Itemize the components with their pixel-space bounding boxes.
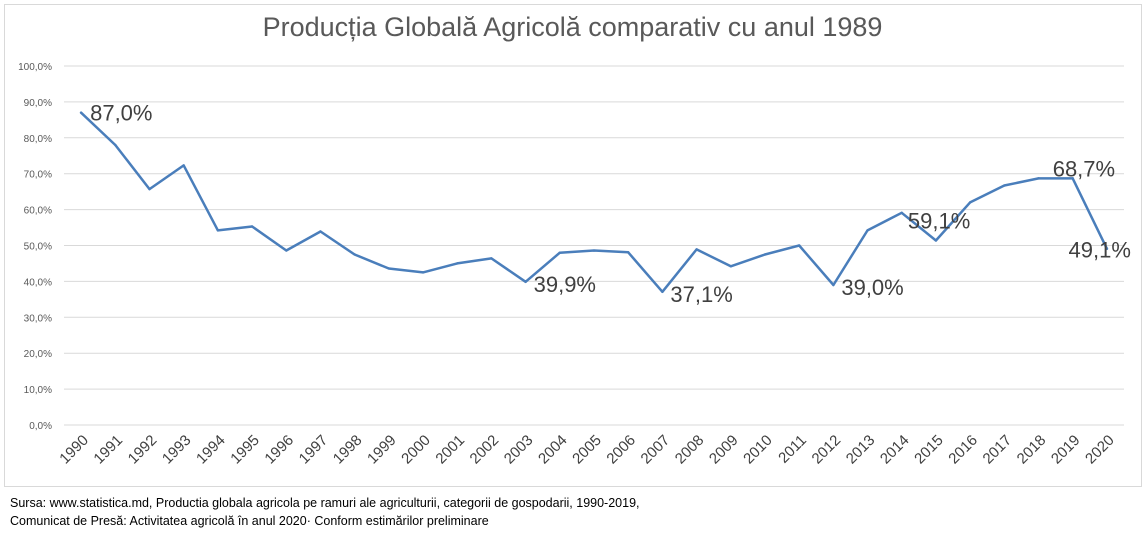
- data-point: [1003, 184, 1006, 187]
- data-point: [592, 249, 596, 252]
- source-note: Sursa: www.statistica.md, Productia glob…: [10, 494, 640, 530]
- data-label: 59,1%: [908, 208, 970, 233]
- chart-title: Producția Globală Agricolă comparativ cu…: [262, 12, 883, 42]
- x-tick-label: 2008: [672, 432, 708, 468]
- x-tick-label: 2016: [945, 432, 981, 468]
- data-point: [661, 290, 664, 294]
- data-point: [216, 229, 220, 232]
- data-label: 39,0%: [841, 275, 903, 300]
- data-point: [490, 257, 493, 260]
- series-line: [79, 111, 1109, 294]
- data-point: [797, 244, 801, 247]
- source-line-2: Comunicat de Presă: Activitatea agricolă…: [10, 514, 489, 528]
- y-tick-label: 100,0%: [18, 62, 52, 73]
- line-chart: 0,0% 10,0% 20,0% 30,0% 40,0% 50,0% 60,0% 70,0% 8…: [18, 62, 1131, 468]
- x-tick-label: 2012: [809, 432, 845, 468]
- y-tick-label: 60,0%: [24, 206, 52, 217]
- x-tick-label: 2014: [877, 432, 913, 468]
- data-label: 37,1%: [670, 282, 732, 307]
- data-point: [763, 253, 767, 256]
- x-tick-label: 2009: [706, 432, 742, 468]
- data-point: [968, 201, 972, 204]
- data-label: 39,9%: [534, 272, 596, 297]
- x-tick-label: 1993: [159, 432, 195, 468]
- data-point: [319, 230, 322, 233]
- data-point: [148, 187, 151, 191]
- x-tick-label: 2000: [398, 432, 434, 468]
- y-tick-label: 0,0%: [29, 421, 52, 432]
- data-point: [387, 267, 391, 270]
- x-tick-label: 2013: [843, 432, 879, 468]
- data-point: [285, 249, 288, 252]
- x-tick-label: 1990: [56, 432, 92, 468]
- source-line-1: Sursa: www.statistica.md, Productia glob…: [10, 496, 640, 510]
- x-tick-label: 1997: [296, 432, 332, 468]
- x-tick-label: 2015: [911, 432, 947, 468]
- x-tick-label: 2005: [569, 432, 605, 468]
- y-tick-label: 90,0%: [24, 98, 52, 109]
- data-point: [182, 164, 185, 167]
- data-point: [832, 283, 835, 287]
- x-tick-label: 1991: [90, 432, 126, 468]
- x-tick-label: 2007: [638, 432, 674, 468]
- data-point: [900, 211, 903, 215]
- data-point: [934, 239, 938, 242]
- y-tick-label: 30,0%: [24, 313, 52, 324]
- x-tick-label: 2018: [1014, 432, 1050, 468]
- x-tick-label: 2003: [501, 432, 537, 468]
- x-tick-label: 2017: [980, 432, 1016, 468]
- x-tick-label: 2019: [1048, 432, 1084, 468]
- data-point: [421, 271, 425, 274]
- data-label: 68,7%: [1053, 156, 1115, 181]
- data-point: [558, 251, 562, 254]
- x-tick-label: 1992: [125, 432, 161, 468]
- y-tick-label: 70,0%: [24, 170, 52, 181]
- x-tick-label: 2006: [603, 432, 639, 468]
- x-tick-label: 1996: [261, 432, 297, 468]
- x-tick-label: 2001: [432, 432, 468, 468]
- data-point: [729, 265, 732, 268]
- data-point: [866, 229, 869, 232]
- y-tick-label: 80,0%: [24, 134, 52, 145]
- data-point: [626, 251, 630, 254]
- data-point: [250, 225, 254, 228]
- x-tick-label: 2011: [775, 432, 810, 467]
- x-tick-label: 1994: [193, 432, 229, 468]
- x-tick-label: 2002: [467, 432, 503, 468]
- x-tick-label: 2010: [740, 432, 776, 468]
- data-point: [79, 111, 83, 114]
- y-tick-label: 20,0%: [24, 349, 52, 360]
- x-tick-label: 2020: [1082, 432, 1118, 468]
- y-tick-label: 50,0%: [24, 242, 52, 253]
- data-point: [695, 248, 698, 251]
- x-tick-label: 1998: [330, 432, 366, 468]
- data-point: [1037, 177, 1040, 180]
- y-tick-label: 10,0%: [24, 385, 52, 396]
- data-point: [456, 262, 459, 265]
- data-point: [1105, 247, 1109, 250]
- x-tick-label: 1995: [227, 432, 263, 468]
- y-tick-label: 40,0%: [24, 277, 52, 288]
- data-point: [524, 280, 527, 283]
- x-tick-label: 2004: [535, 432, 571, 468]
- x-tick-label: 1999: [364, 432, 400, 468]
- data-label: 87,0%: [90, 101, 152, 126]
- data-point: [353, 253, 356, 256]
- data-point: [114, 143, 117, 147]
- data-point: [1071, 177, 1074, 180]
- data-label: 49,1%: [1069, 238, 1131, 263]
